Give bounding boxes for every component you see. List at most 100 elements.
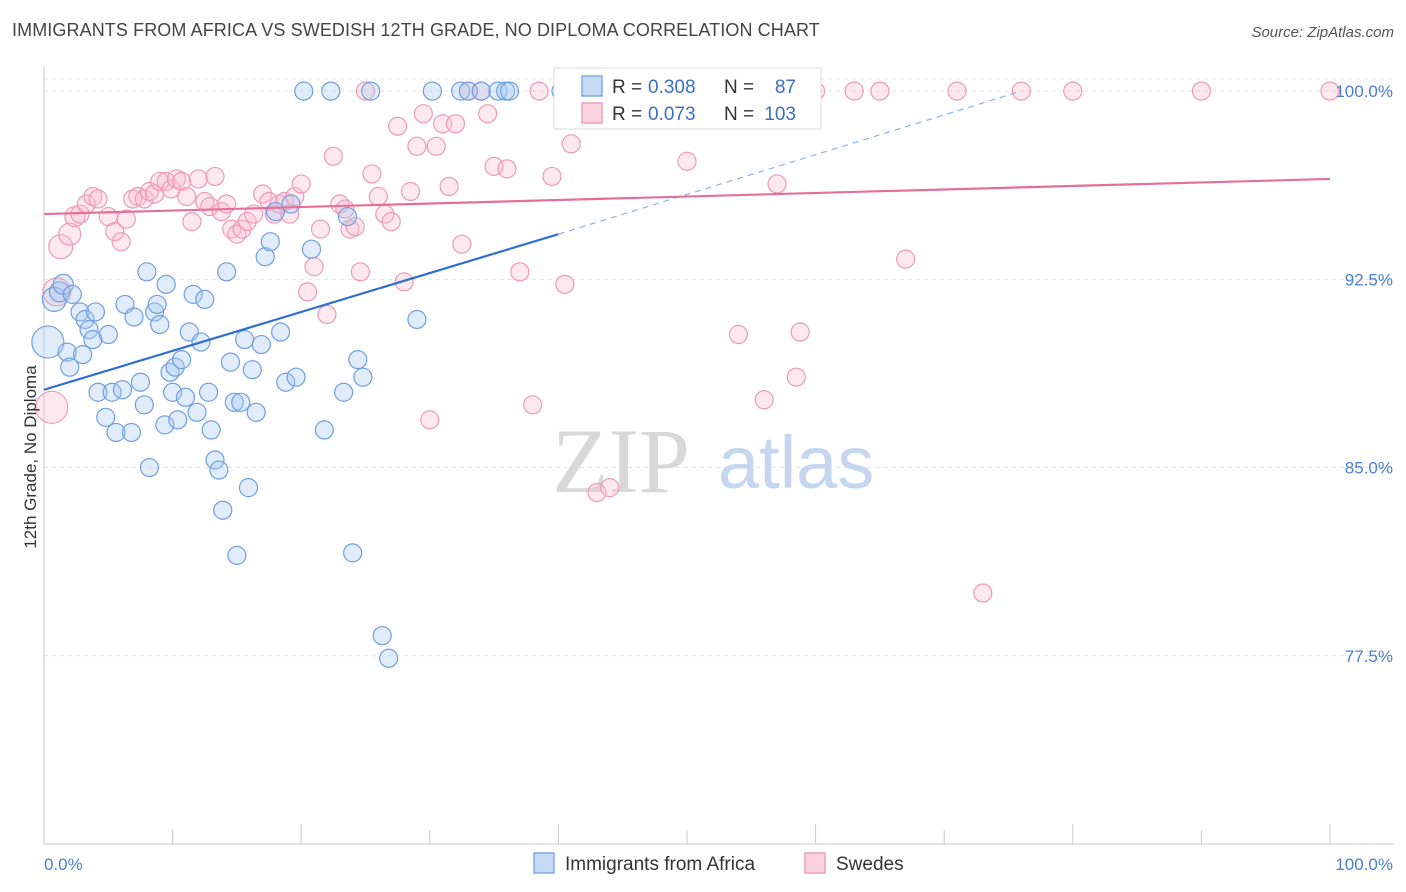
point-africa [139, 457, 160, 478]
y-axis-title: 12th Grade, No Diploma [21, 365, 40, 549]
point-africa [242, 360, 262, 380]
point-africa [124, 307, 144, 327]
point-swedes [368, 186, 388, 207]
point-swedes [177, 186, 197, 207]
point-africa [60, 357, 80, 377]
point-africa [407, 309, 427, 330]
point-swedes [478, 104, 498, 124]
point-swedes [58, 222, 82, 246]
point-africa [85, 302, 106, 322]
point-swedes [123, 189, 143, 209]
point-africa [175, 387, 196, 407]
point-africa [168, 410, 188, 430]
point-swedes [205, 166, 225, 187]
y-tick-label: 100.0% [1335, 82, 1393, 101]
legend-r-value-africa: 0.308 [648, 77, 696, 98]
point-africa [130, 372, 151, 392]
trend-lines [43, 90, 1331, 391]
legend-r-label-swedes: R = [612, 104, 642, 125]
point-africa [112, 380, 133, 400]
point-swedes [48, 234, 74, 260]
legend-r-label-africa: R = [612, 77, 642, 98]
point-africa [137, 262, 157, 282]
point-swedes [237, 212, 257, 232]
point-swedes [587, 483, 607, 503]
point-swedes [420, 410, 440, 430]
point-africa [224, 392, 244, 412]
legend-n-label-swedes: N = [724, 104, 754, 125]
point-africa [337, 206, 358, 227]
point-swedes [407, 136, 427, 156]
point-africa [199, 382, 219, 402]
point-africa [255, 247, 275, 267]
point-africa [106, 422, 126, 443]
watermark: ZIP atlas [552, 410, 874, 512]
point-africa [98, 324, 118, 345]
trend-line-swedes [43, 177, 1331, 216]
data-points [31, 81, 1340, 668]
point-africa [281, 194, 301, 214]
point-swedes [105, 222, 125, 242]
point-swedes [555, 274, 575, 294]
legend-swatch-swedes [581, 102, 603, 124]
point-swedes [600, 478, 620, 498]
point-swedes [280, 204, 300, 224]
point-swedes [561, 134, 581, 154]
point-africa [314, 420, 334, 440]
point-africa [321, 81, 341, 101]
point-swedes [317, 304, 337, 325]
trend-line-africa-extension [558, 90, 1022, 235]
point-africa [134, 395, 154, 415]
point-swedes [335, 199, 355, 219]
point-swedes [298, 282, 318, 302]
point-africa [294, 81, 314, 101]
point-africa [301, 239, 322, 259]
point-africa [451, 81, 471, 101]
point-africa [238, 478, 259, 498]
point-africa [361, 81, 381, 101]
point-africa [144, 302, 165, 322]
point-africa [165, 357, 185, 377]
point-africa [372, 626, 392, 646]
legend-box: R = 0.308 N = 87 R = 0.073 N = 103 [553, 67, 822, 130]
source-label: Source: ZipAtlas.com [1251, 24, 1394, 41]
legend-r-value-swedes: 0.073 [648, 104, 696, 125]
bottom-legend-label-africa: Immigrants from Africa [565, 854, 755, 875]
point-swedes [754, 390, 774, 410]
x-tick-label-min: 0.0% [44, 855, 83, 874]
point-swedes [88, 189, 108, 209]
point-swedes [111, 232, 131, 252]
point-africa [150, 314, 170, 335]
point-swedes [896, 249, 916, 269]
point-africa [343, 543, 363, 563]
point-swedes [439, 176, 459, 197]
point-africa [276, 372, 296, 392]
point-swedes [947, 81, 967, 101]
y-tick-label: 92.5% [1345, 270, 1393, 289]
point-swedes [400, 181, 421, 202]
legend-swatch-africa [581, 75, 603, 97]
point-africa [471, 81, 491, 101]
point-swedes [182, 212, 202, 232]
point-swedes [323, 146, 343, 166]
point-swedes [497, 159, 517, 179]
point-swedes [161, 179, 181, 199]
legend-n-value-africa: 87 [775, 77, 796, 98]
point-swedes [452, 234, 472, 254]
point-africa [172, 350, 192, 370]
point-swedes [35, 390, 69, 424]
point-swedes [188, 169, 208, 189]
point-swedes [172, 171, 192, 192]
point-africa [271, 322, 291, 342]
legend-n-value-swedes: 103 [764, 104, 796, 125]
x-tick-label-max: 100.0% [1335, 855, 1393, 874]
trend-line-africa [43, 233, 559, 391]
axes [43, 66, 1394, 845]
y-tick-label: 85.0% [1345, 459, 1393, 478]
point-africa [286, 367, 306, 387]
point-africa [147, 294, 167, 315]
point-swedes [381, 212, 401, 232]
point-africa [96, 407, 116, 427]
legend-n-label-africa: N = [724, 77, 754, 98]
point-swedes [790, 322, 810, 342]
